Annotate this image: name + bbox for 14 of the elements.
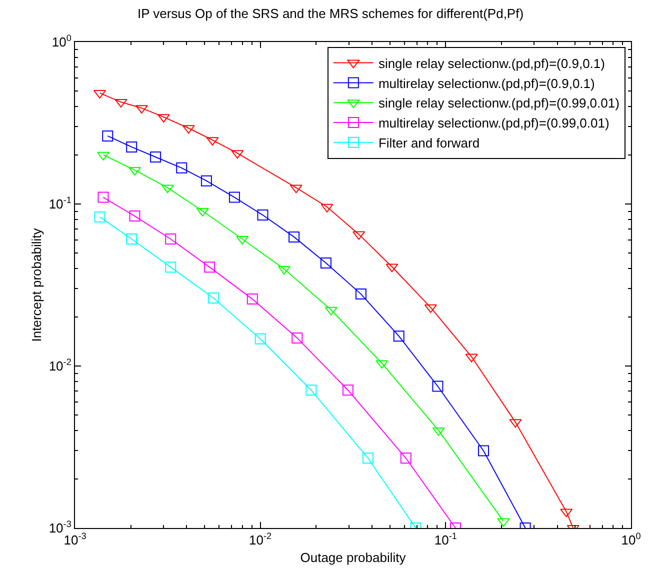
legend-label: single relay selectionw.(pd,pf)=(0.9,0.1) <box>378 56 605 71</box>
legend-label: multirelay selectionw.(pd,pf)=(0.99,0.01) <box>378 116 610 131</box>
legend-label: multirelay selectionw.(pd,pf)=(0.9,0.1) <box>378 76 595 91</box>
y-tick-label: 10$^{-1}$ <box>48 195 72 212</box>
x-tick-label: 10$^{-1}$ <box>434 531 457 548</box>
y-tick-label: 10$^{0}$ <box>52 33 72 50</box>
x-tick-label: 10$^{-2}$ <box>249 531 272 548</box>
chart-title: IP versus Op of the SRS and the MRS schemes for different(Pd,Pf) <box>137 6 524 21</box>
legend-label: single relay selectionw.(pd,pf)=(0.99,0.01) <box>378 96 620 111</box>
y-tick-label: 10$^{-2}$ <box>48 357 72 374</box>
legend-label: Filter and forward <box>378 135 480 150</box>
x-tick-label: 10$^{0}$ <box>621 531 641 548</box>
x-axis-title: Outage probability <box>300 550 406 566</box>
y-axis-title: Intercept probability <box>28 228 44 342</box>
